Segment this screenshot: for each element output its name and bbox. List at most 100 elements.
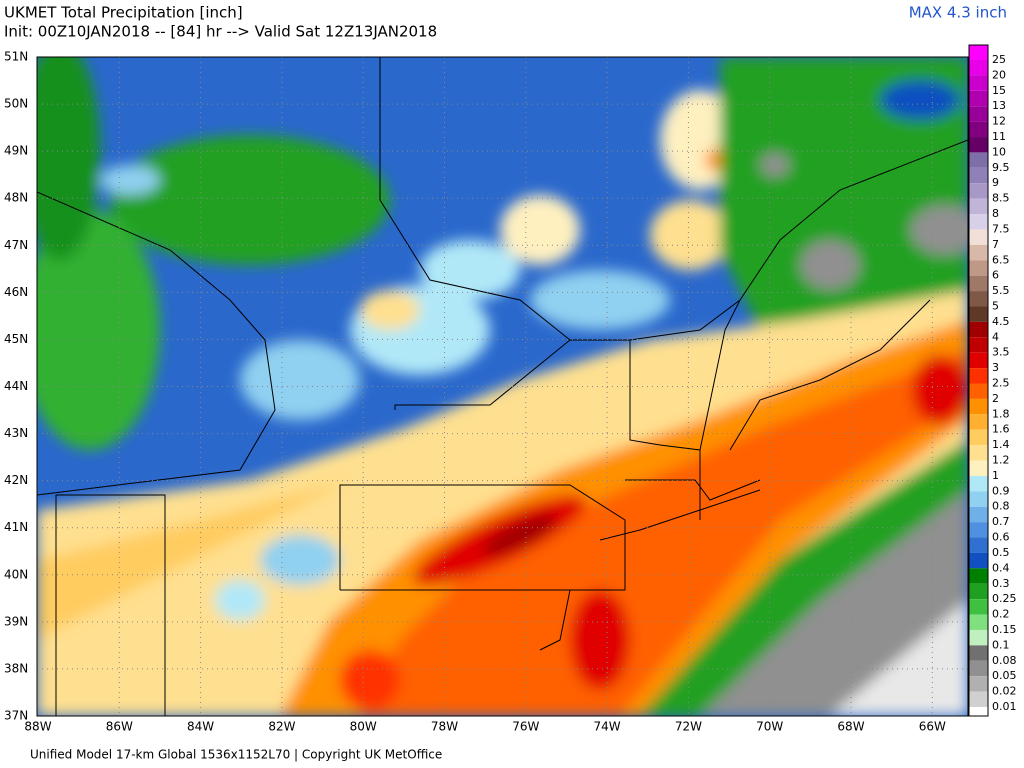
colorbar-swatch: [969, 306, 988, 322]
colorbar-swatch: [969, 645, 988, 661]
colorbar-label: 6: [992, 269, 999, 282]
colorbar-swatch: [969, 537, 988, 553]
colorbar-swatch: [969, 660, 988, 677]
colorbar-swatch: [969, 460, 988, 476]
lon-label: 76W: [512, 720, 539, 734]
colorbar-swatch: [969, 260, 988, 276]
graticule: [37, 57, 968, 716]
lat-label: 49N: [4, 144, 28, 158]
lon-label: 74W: [594, 720, 621, 734]
colorbar-swatch: [969, 321, 988, 338]
colorbar-label: 0.01: [992, 700, 1017, 713]
colorbar-swatch: [969, 275, 988, 292]
colorbar-swatch: [969, 45, 988, 60]
colorbar-swatch: [969, 707, 988, 716]
colorbar-swatch: [969, 599, 988, 615]
colorbar-label: 0.3: [992, 577, 1010, 590]
footer: Unified Model 17-km Global 1536x1152L70 …: [30, 748, 442, 762]
colorbar-swatch: [969, 398, 988, 415]
colorbar-label: 4.5: [992, 315, 1010, 328]
colorbar-swatch: [969, 383, 988, 399]
colorbar-label: 10: [992, 145, 1006, 158]
lon-label: 68W: [837, 720, 864, 734]
lon-label: 78W: [431, 720, 458, 734]
colorbar-swatch: [969, 229, 988, 245]
colorbar-swatch: [969, 244, 988, 261]
colorbar-label: 0.9: [992, 484, 1010, 497]
colorbar-label: 20: [992, 68, 1006, 81]
colorbar-label: 12: [992, 115, 1006, 128]
colorbar-swatch: [969, 522, 988, 538]
colorbar-swatch: [969, 167, 988, 184]
colorbar-label: 0.1: [992, 638, 1010, 651]
colorbar-label: 0.05: [992, 669, 1017, 682]
colorbar-swatch: [969, 583, 988, 600]
lat-label: 48N: [4, 191, 28, 205]
colorbar-label: 0.25: [992, 592, 1017, 605]
colorbar-swatch: [969, 75, 988, 91]
colorbar-label: 0.4: [992, 561, 1010, 574]
colorbar-swatch: [969, 198, 988, 215]
lat-label: 43N: [4, 426, 28, 440]
colorbar-label: 8.5: [992, 192, 1010, 205]
colorbar-label: 13: [992, 99, 1006, 112]
lat-label: 40N: [4, 567, 28, 581]
colorbar-label: 1.4: [992, 438, 1010, 451]
colorbar-label: 0.2: [992, 608, 1010, 621]
colorbar-label: 6.5: [992, 253, 1010, 266]
colorbar-swatch: [969, 676, 988, 692]
colorbar-swatch: [969, 60, 988, 76]
colorbar-frame: [968, 44, 989, 717]
colorbar-label: 0.5: [992, 546, 1010, 559]
colorbar: 252015131211109.598.587.576.565.554.543.…: [968, 44, 1017, 717]
colorbar-label: 7: [992, 238, 999, 251]
colorbar-label: 11: [992, 130, 1006, 143]
colorbar-swatch: [969, 106, 988, 122]
lon-label: 66W: [919, 720, 946, 734]
colorbar-swatch: [969, 491, 988, 507]
precip-field: [37, 57, 968, 716]
colorbar-label: 2.5: [992, 377, 1010, 390]
colorbar-label: 1.2: [992, 454, 1010, 467]
colorbar-swatch: [969, 183, 988, 199]
lat-label: 42N: [4, 473, 28, 487]
colorbar-swatch: [969, 352, 988, 369]
colorbar-swatch: [969, 445, 988, 461]
lat-label: 51N: [4, 50, 28, 64]
lon-label: 84W: [187, 720, 214, 734]
colorbar-label: 9.5: [992, 161, 1010, 174]
lon-label: 80W: [350, 720, 377, 734]
lat-label: 50N: [4, 97, 28, 111]
colorbar-label: 8: [992, 207, 999, 220]
lat-label: 41N: [4, 520, 28, 534]
colorbar-swatch: [969, 552, 988, 569]
colorbar-swatch: [969, 368, 988, 384]
colorbar-swatch: [969, 629, 988, 646]
colorbar-label: 2: [992, 392, 999, 405]
map: [37, 57, 968, 716]
lat-label: 44N: [4, 379, 28, 393]
colorbar-swatch: [969, 506, 988, 523]
lat-label: 39N: [4, 614, 28, 628]
lon-label: 70W: [756, 720, 783, 734]
colorbar-label: 7.5: [992, 222, 1010, 235]
colorbar-label: 3: [992, 361, 999, 374]
lat-label: 45N: [4, 332, 28, 346]
lat-label: 46N: [4, 285, 28, 299]
colorbar-label: 0.6: [992, 531, 1010, 544]
colorbar-swatch: [969, 214, 988, 230]
colorbar-label: 1.8: [992, 407, 1010, 420]
colorbar-label: 0.8: [992, 500, 1010, 513]
colorbar-label: 5.5: [992, 284, 1010, 297]
colorbar-swatch: [969, 137, 988, 153]
colorbar-label: 1: [992, 469, 999, 482]
lon-label: 88W: [24, 720, 51, 734]
max-label: MAX 4.3 inch: [909, 4, 1007, 22]
colorbar-swatch: [969, 337, 988, 353]
colorbar-label: 4: [992, 330, 999, 343]
colorbar-swatch: [969, 414, 988, 430]
colorbar-swatch: [969, 152, 988, 168]
colorbar-label: 0.15: [992, 623, 1017, 636]
colorbar-swatch: [969, 614, 988, 630]
